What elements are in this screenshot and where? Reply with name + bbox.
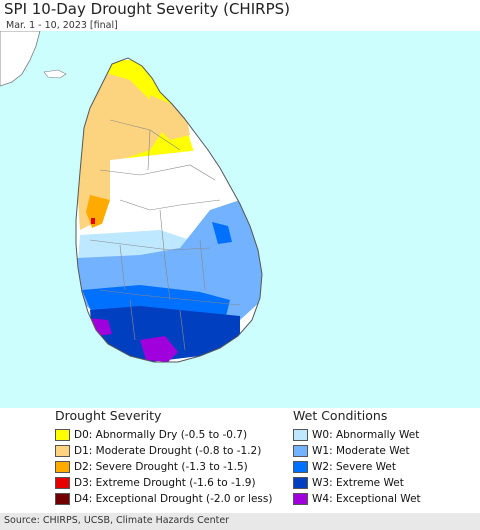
legend-item-d2: D2: Severe Drought (-1.3 to -1.5) [55, 459, 285, 475]
zone-w4-south [140, 336, 178, 362]
legend-wet-heading: Wet Conditions [293, 408, 388, 423]
legend-item-w0: W0: Abnormally Wet [293, 427, 473, 443]
zone-d1-north-patch [150, 95, 190, 140]
swatch-d2 [55, 461, 70, 473]
legend-label-w3: W3: Extreme Wet [312, 477, 404, 489]
source-text: Source: CHIRPS, UCSB, Climate Hazards Ce… [4, 515, 230, 526]
mannar-islets [43, 69, 67, 79]
legend-label-d0: D0: Abnormally Dry (-0.5 to -0.7) [74, 429, 248, 441]
swatch-w1 [293, 445, 308, 457]
zone-d3-spot [91, 218, 95, 224]
legend-item-w4: W4: Exceptional Wet [293, 491, 473, 507]
legend-item-d1: D1: Moderate Drought (-0.8 to -1.2) [55, 443, 285, 459]
zone-w2-east [212, 222, 232, 244]
map-title: SPI 10-Day Drought Severity (CHIRPS) [4, 0, 290, 18]
legend-label-d4: D4: Exceptional Drought (-2.0 or less) [74, 493, 273, 505]
legend-drought-heading: Drought Severity [55, 408, 162, 423]
swatch-d3 [55, 477, 70, 489]
legend-label-w1: W1: Moderate Wet [312, 445, 410, 457]
legend-drought: Drought Severity D0: Abnormally Dry (-0.… [55, 408, 285, 507]
india-landmass [0, 31, 41, 87]
map-subtitle: Mar. 1 - 10, 2023 [final] [6, 20, 118, 31]
sri-lanka-outline [75, 57, 263, 363]
legend-item-d4: D4: Exceptional Drought (-2.0 or less) [55, 491, 285, 507]
district-borders [89, 119, 241, 351]
map-svg [0, 31, 480, 408]
legend-label-d1: D1: Moderate Drought (-0.8 to -1.2) [74, 445, 262, 457]
swatch-d0 [55, 429, 70, 441]
legend-item-d0: D0: Abnormally Dry (-0.5 to -0.7) [55, 427, 285, 443]
swatch-w0 [293, 429, 308, 441]
zone-w4-southwest [88, 318, 112, 336]
swatch-w4 [293, 493, 308, 505]
legend-label-d2: D2: Severe Drought (-1.3 to -1.5) [74, 461, 248, 473]
swatch-w2 [293, 461, 308, 473]
legend-item-w2: W2: Severe Wet [293, 459, 473, 475]
legend-label-w0: W0: Abnormally Wet [312, 429, 420, 441]
legend-wet: Wet Conditions W0: Abnormally Wet W1: Mo… [293, 408, 473, 507]
swatch-d4 [55, 493, 70, 505]
swatch-d1 [55, 445, 70, 457]
zone-normal-center [100, 150, 230, 235]
legend-label-d3: D3: Extreme Drought (-1.6 to -1.9) [74, 477, 256, 489]
swatch-w3 [293, 477, 308, 489]
zone-w3-south [90, 306, 240, 362]
legend-item-w1: W1: Moderate Wet [293, 443, 473, 459]
legend-label-w2: W2: Severe Wet [312, 461, 396, 473]
legend-item-d3: D3: Extreme Drought (-1.6 to -1.9) [55, 475, 285, 491]
zone-d1-northwest [76, 70, 170, 230]
legend-item-w3: W3: Extreme Wet [293, 475, 473, 491]
map-panel[interactable] [0, 31, 480, 408]
source-footer: Source: CHIRPS, UCSB, Climate Hazards Ce… [0, 513, 480, 530]
legend-label-w4: W4: Exceptional Wet [312, 493, 421, 505]
